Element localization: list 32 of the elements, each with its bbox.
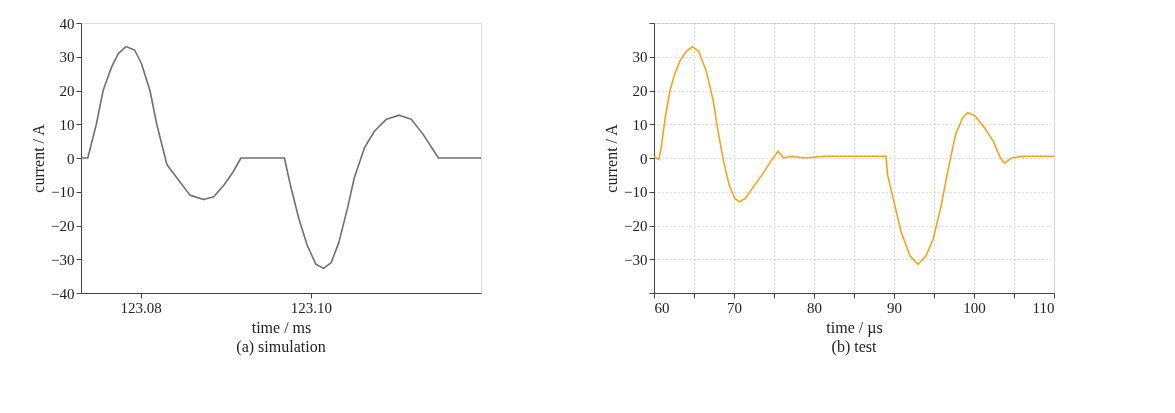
x-tick-label: 123.08 xyxy=(120,299,162,316)
x-tick-label: 90 xyxy=(887,299,902,316)
y-tick-label: 0 xyxy=(640,150,648,167)
y-tick-label: 20 xyxy=(59,83,75,99)
y-tick-label: −30 xyxy=(624,251,648,268)
y-tick-label: −10 xyxy=(624,184,648,201)
y-axis-title: current / A xyxy=(30,123,48,193)
y-tick-label: 30 xyxy=(59,49,75,66)
y-tick-label: 20 xyxy=(632,83,648,99)
text: (a) simulation xyxy=(236,338,326,356)
y-tick-label: −20 xyxy=(624,218,648,234)
x-tick-label: 110 xyxy=(1032,299,1055,316)
y-tick-label: −20 xyxy=(51,218,75,234)
x-tick-label: 80 xyxy=(807,299,822,316)
y-tick-label: 10 xyxy=(59,116,75,133)
x-axis-title: time / ms xyxy=(251,318,312,336)
y-axis-title: current / A xyxy=(603,123,621,193)
x-tick-label: 60 xyxy=(654,299,670,316)
x-axis-title: time / µs xyxy=(826,318,883,337)
y-tick-label: 0 xyxy=(67,150,75,167)
y-tick-label: −40 xyxy=(51,285,75,302)
y-tick-label: 10 xyxy=(632,116,648,133)
y-tick-label: −10 xyxy=(51,184,75,201)
line-series xyxy=(80,45,482,270)
y-tick-label: 30 xyxy=(632,49,648,66)
line-series xyxy=(653,45,1055,266)
y-tick-label: −30 xyxy=(51,251,75,268)
x-tick-label: 70 xyxy=(727,299,742,316)
x-tick-label: 123.10 xyxy=(290,299,332,316)
x-tick-label: 100 xyxy=(963,299,986,316)
y-tick-label: 40 xyxy=(59,15,75,32)
text: (b) test xyxy=(831,338,877,356)
